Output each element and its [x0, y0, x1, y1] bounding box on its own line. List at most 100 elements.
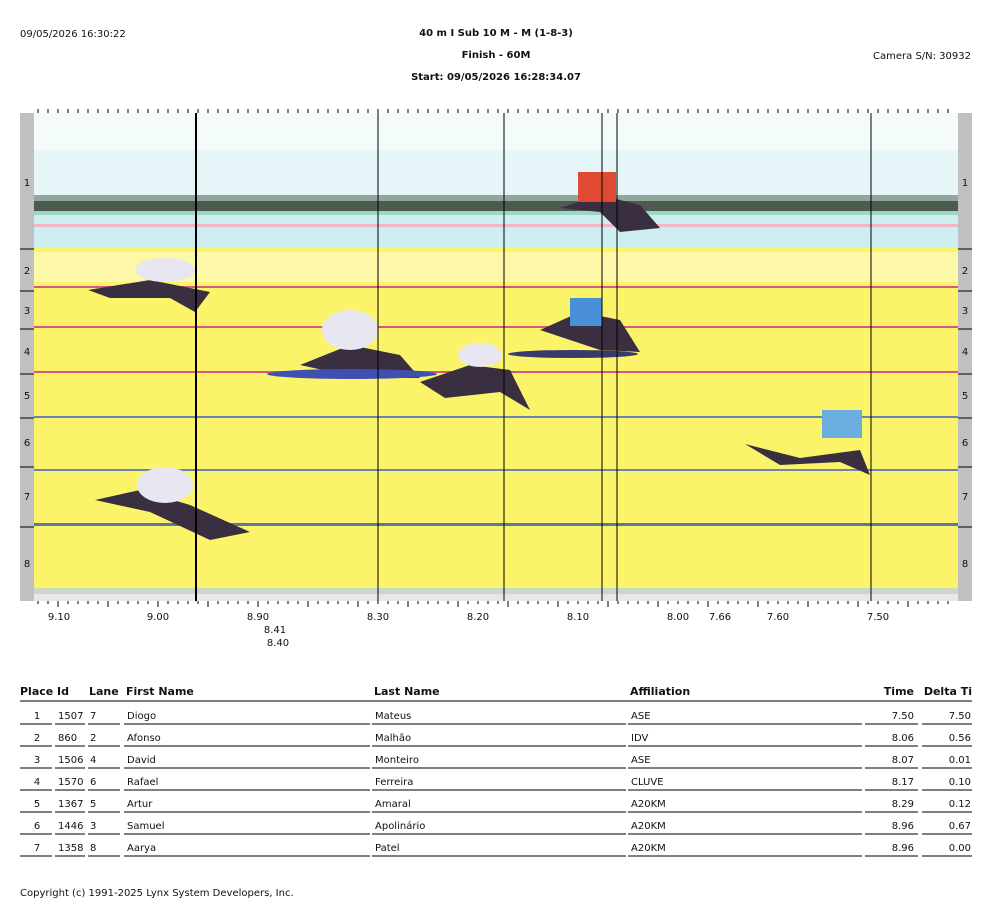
copyright: Copyright (c) 1991-2025 Lynx System Deve…	[20, 888, 294, 899]
lane-label: 4	[962, 347, 968, 358]
table-cell: 1570	[58, 777, 83, 788]
table-cell: 6	[90, 777, 96, 788]
table-cell: 0.01	[949, 755, 971, 766]
table-cell: 8.96	[892, 821, 914, 832]
table-cell: 0.56	[949, 733, 971, 744]
time-label: 8.90	[247, 612, 269, 623]
column-header: Lane	[89, 685, 119, 698]
table-cell: 8	[90, 843, 96, 854]
time-label: 7.50	[867, 612, 889, 623]
table-cell: 4	[34, 777, 40, 788]
time-label: 8.41	[264, 625, 286, 636]
table-cell: 0.10	[949, 777, 971, 788]
table-cell: 7	[90, 711, 96, 722]
time-label: 7.66	[709, 612, 731, 623]
lane-label: 5	[24, 391, 30, 402]
table-cell: 1	[34, 711, 40, 722]
table-cell: 860	[58, 733, 77, 744]
column-header: Id	[57, 685, 69, 698]
time-label: 8.10	[567, 612, 589, 623]
table-cell: Aarya	[127, 843, 156, 854]
table-cell: 7.50	[949, 711, 971, 722]
table-cell: 8.29	[892, 799, 914, 810]
table-cell: 7	[34, 843, 40, 854]
table-cell: 0.67	[949, 821, 971, 832]
table-cell: 5	[34, 799, 40, 810]
lane-label: 3	[24, 306, 30, 317]
table-cell: Patel	[375, 843, 400, 854]
column-header: Affiliation	[630, 685, 690, 698]
lane-label: 7	[24, 492, 30, 503]
table-cell: 1446	[58, 821, 83, 832]
table-cell: A20KM	[631, 843, 666, 854]
table-cell: 8.96	[892, 843, 914, 854]
race-subtitle: Finish - 60M	[462, 50, 531, 61]
lane-label: 6	[24, 438, 30, 449]
table-cell: Samuel	[127, 821, 165, 832]
table-cell: 8.07	[892, 755, 914, 766]
table-cell: 3	[90, 821, 96, 832]
table-cell: Mateus	[375, 711, 411, 722]
table-cell: 4	[90, 755, 96, 766]
table-cell: 0.12	[949, 799, 971, 810]
lane-label: 8	[962, 559, 968, 570]
time-label: 8.20	[467, 612, 489, 623]
lane-label: 2	[24, 266, 30, 277]
time-label: 8.00	[667, 612, 689, 623]
table-cell: Apolinário	[375, 820, 425, 832]
time-label: 9.00	[147, 612, 169, 623]
table-cell: A20KM	[631, 821, 666, 832]
table-cell: ASE	[631, 755, 651, 766]
table-cell: Diogo	[127, 711, 156, 722]
lane-label: 1	[962, 178, 968, 189]
time-label: 8.30	[367, 612, 389, 623]
camera-serial: Camera S/N: 30932	[873, 51, 971, 62]
table-cell: 3	[34, 755, 40, 766]
table-cell: 8.06	[892, 733, 914, 744]
column-header: First Name	[126, 685, 194, 698]
column-header: Delta Ti	[924, 685, 972, 698]
table-cell: Afonso	[127, 733, 161, 744]
time-label: 7.60	[767, 612, 789, 623]
table-cell: Monteiro	[375, 755, 419, 766]
column-header: Last Name	[374, 685, 440, 698]
lane-label: 7	[962, 492, 968, 503]
lane-label: 6	[962, 438, 968, 449]
photo-finish-image	[20, 113, 972, 601]
lane-label: 2	[962, 266, 968, 277]
table-cell: 1506	[58, 755, 83, 766]
table-cell: 7.50	[892, 711, 914, 722]
column-header: Time	[884, 685, 914, 698]
table-cell: Ferreira	[375, 777, 413, 788]
table-cell: Malhão	[375, 733, 411, 744]
lane-label: 5	[962, 391, 968, 402]
table-cell: A20KM	[631, 799, 666, 810]
table-cell: 1358	[58, 843, 83, 854]
table-cell: 6	[34, 821, 40, 832]
race-title: 40 m I Sub 10 M - M (1-8-3)	[419, 28, 573, 39]
time-label: 9.10	[48, 612, 70, 623]
table-cell: Rafael	[127, 777, 158, 788]
lane-label: 8	[24, 559, 30, 570]
table-cell: CLUVE	[631, 777, 664, 788]
table-cell: 0.00	[949, 843, 971, 854]
table-cell: ASE	[631, 711, 651, 722]
lane-label: 1	[24, 178, 30, 189]
time-label: 8.40	[267, 638, 289, 649]
table-cell: 1367	[58, 799, 83, 810]
table-cell: 8.17	[892, 777, 914, 788]
column-header: Place	[20, 685, 53, 698]
table-cell: 2	[34, 733, 40, 744]
table-cell: 2	[90, 733, 96, 744]
table-cell: Artur	[127, 799, 153, 810]
lane-label: 4	[24, 347, 30, 358]
timestamp: 09/05/2026 16:30:22	[20, 29, 126, 40]
start-time: Start: 09/05/2026 16:28:34.07	[411, 72, 581, 83]
table-cell: Amaral	[375, 799, 411, 810]
table-cell: 5	[90, 799, 96, 810]
table-cell: David	[127, 755, 156, 766]
lane-label: 3	[962, 306, 968, 317]
table-cell: IDV	[631, 733, 648, 744]
table-cell: 1507	[58, 711, 83, 722]
